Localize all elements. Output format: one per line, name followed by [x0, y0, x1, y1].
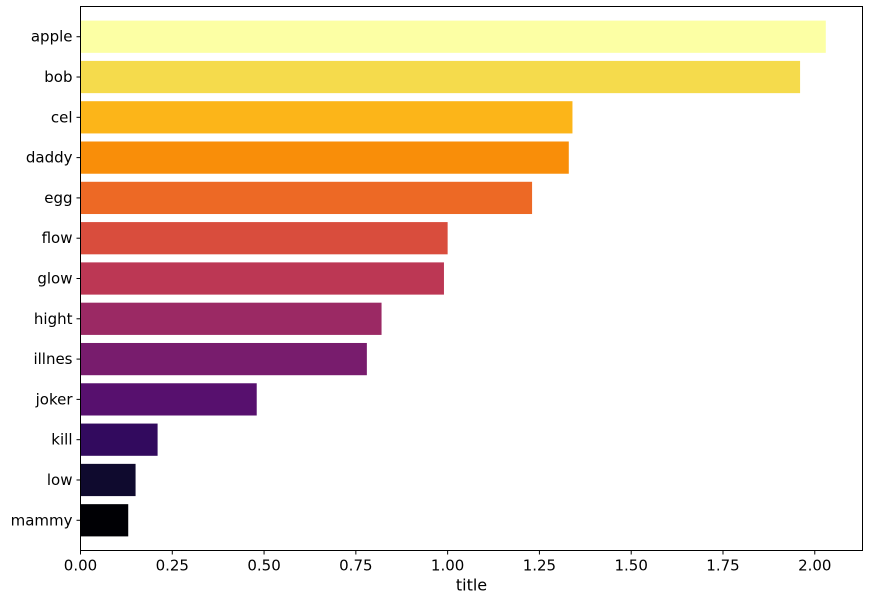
- x-tick-label: 0.00: [64, 557, 97, 575]
- y-tick-label: cel: [51, 108, 73, 126]
- bar-illnes: [80, 342, 367, 376]
- x-tick-label: 1.50: [615, 557, 648, 575]
- bar-egg: [80, 181, 533, 215]
- x-tick-label: 1.75: [706, 557, 739, 575]
- x-axis-ticks: 0.00 0.25 0.50 0.75 1.00 1.25 1.50 1.75 2.00: [64, 550, 831, 575]
- x-tick-label: 1.25: [523, 557, 556, 575]
- bar-joker: [80, 383, 257, 416]
- y-tick-label: daddy: [26, 149, 73, 167]
- x-tick-label: 0.75: [339, 557, 372, 575]
- bar-hight: [80, 302, 382, 335]
- y-axis-ticks: apple bob cel daddy egg flow glow hight illnes jo…: [11, 28, 81, 529]
- y-tick-label: hight: [34, 310, 73, 328]
- y-tick-label: illnes: [33, 350, 72, 368]
- y-tick-label: low: [47, 471, 73, 489]
- bar-bob: [80, 60, 801, 94]
- y-tick-label: bob: [44, 68, 72, 86]
- y-tick-label: egg: [44, 189, 72, 207]
- bar-cel: [80, 101, 573, 134]
- bar-low: [80, 463, 136, 497]
- x-tick-label: 2.00: [798, 557, 831, 575]
- bar-kill: [80, 423, 158, 456]
- plot-frame: [80, 6, 863, 551]
- bar-flow: [80, 222, 448, 255]
- bar-glow: [80, 262, 444, 295]
- y-tick-label: joker: [35, 390, 74, 408]
- bar-mammy: [80, 504, 129, 537]
- y-tick-label: kill: [51, 431, 72, 449]
- y-tick-label: glow: [37, 270, 72, 288]
- x-tick-label: 0.25: [156, 557, 189, 575]
- x-tick-label: 0.50: [247, 557, 280, 575]
- bar-apple: [80, 20, 826, 53]
- y-tick-label: apple: [31, 28, 73, 46]
- bars-layer: [80, 20, 826, 537]
- x-axis-title: title: [456, 576, 487, 595]
- y-tick-label: flow: [42, 229, 73, 247]
- y-tick-label: mammy: [11, 511, 73, 529]
- bar-daddy: [80, 141, 569, 174]
- x-tick-label: 1.00: [431, 557, 464, 575]
